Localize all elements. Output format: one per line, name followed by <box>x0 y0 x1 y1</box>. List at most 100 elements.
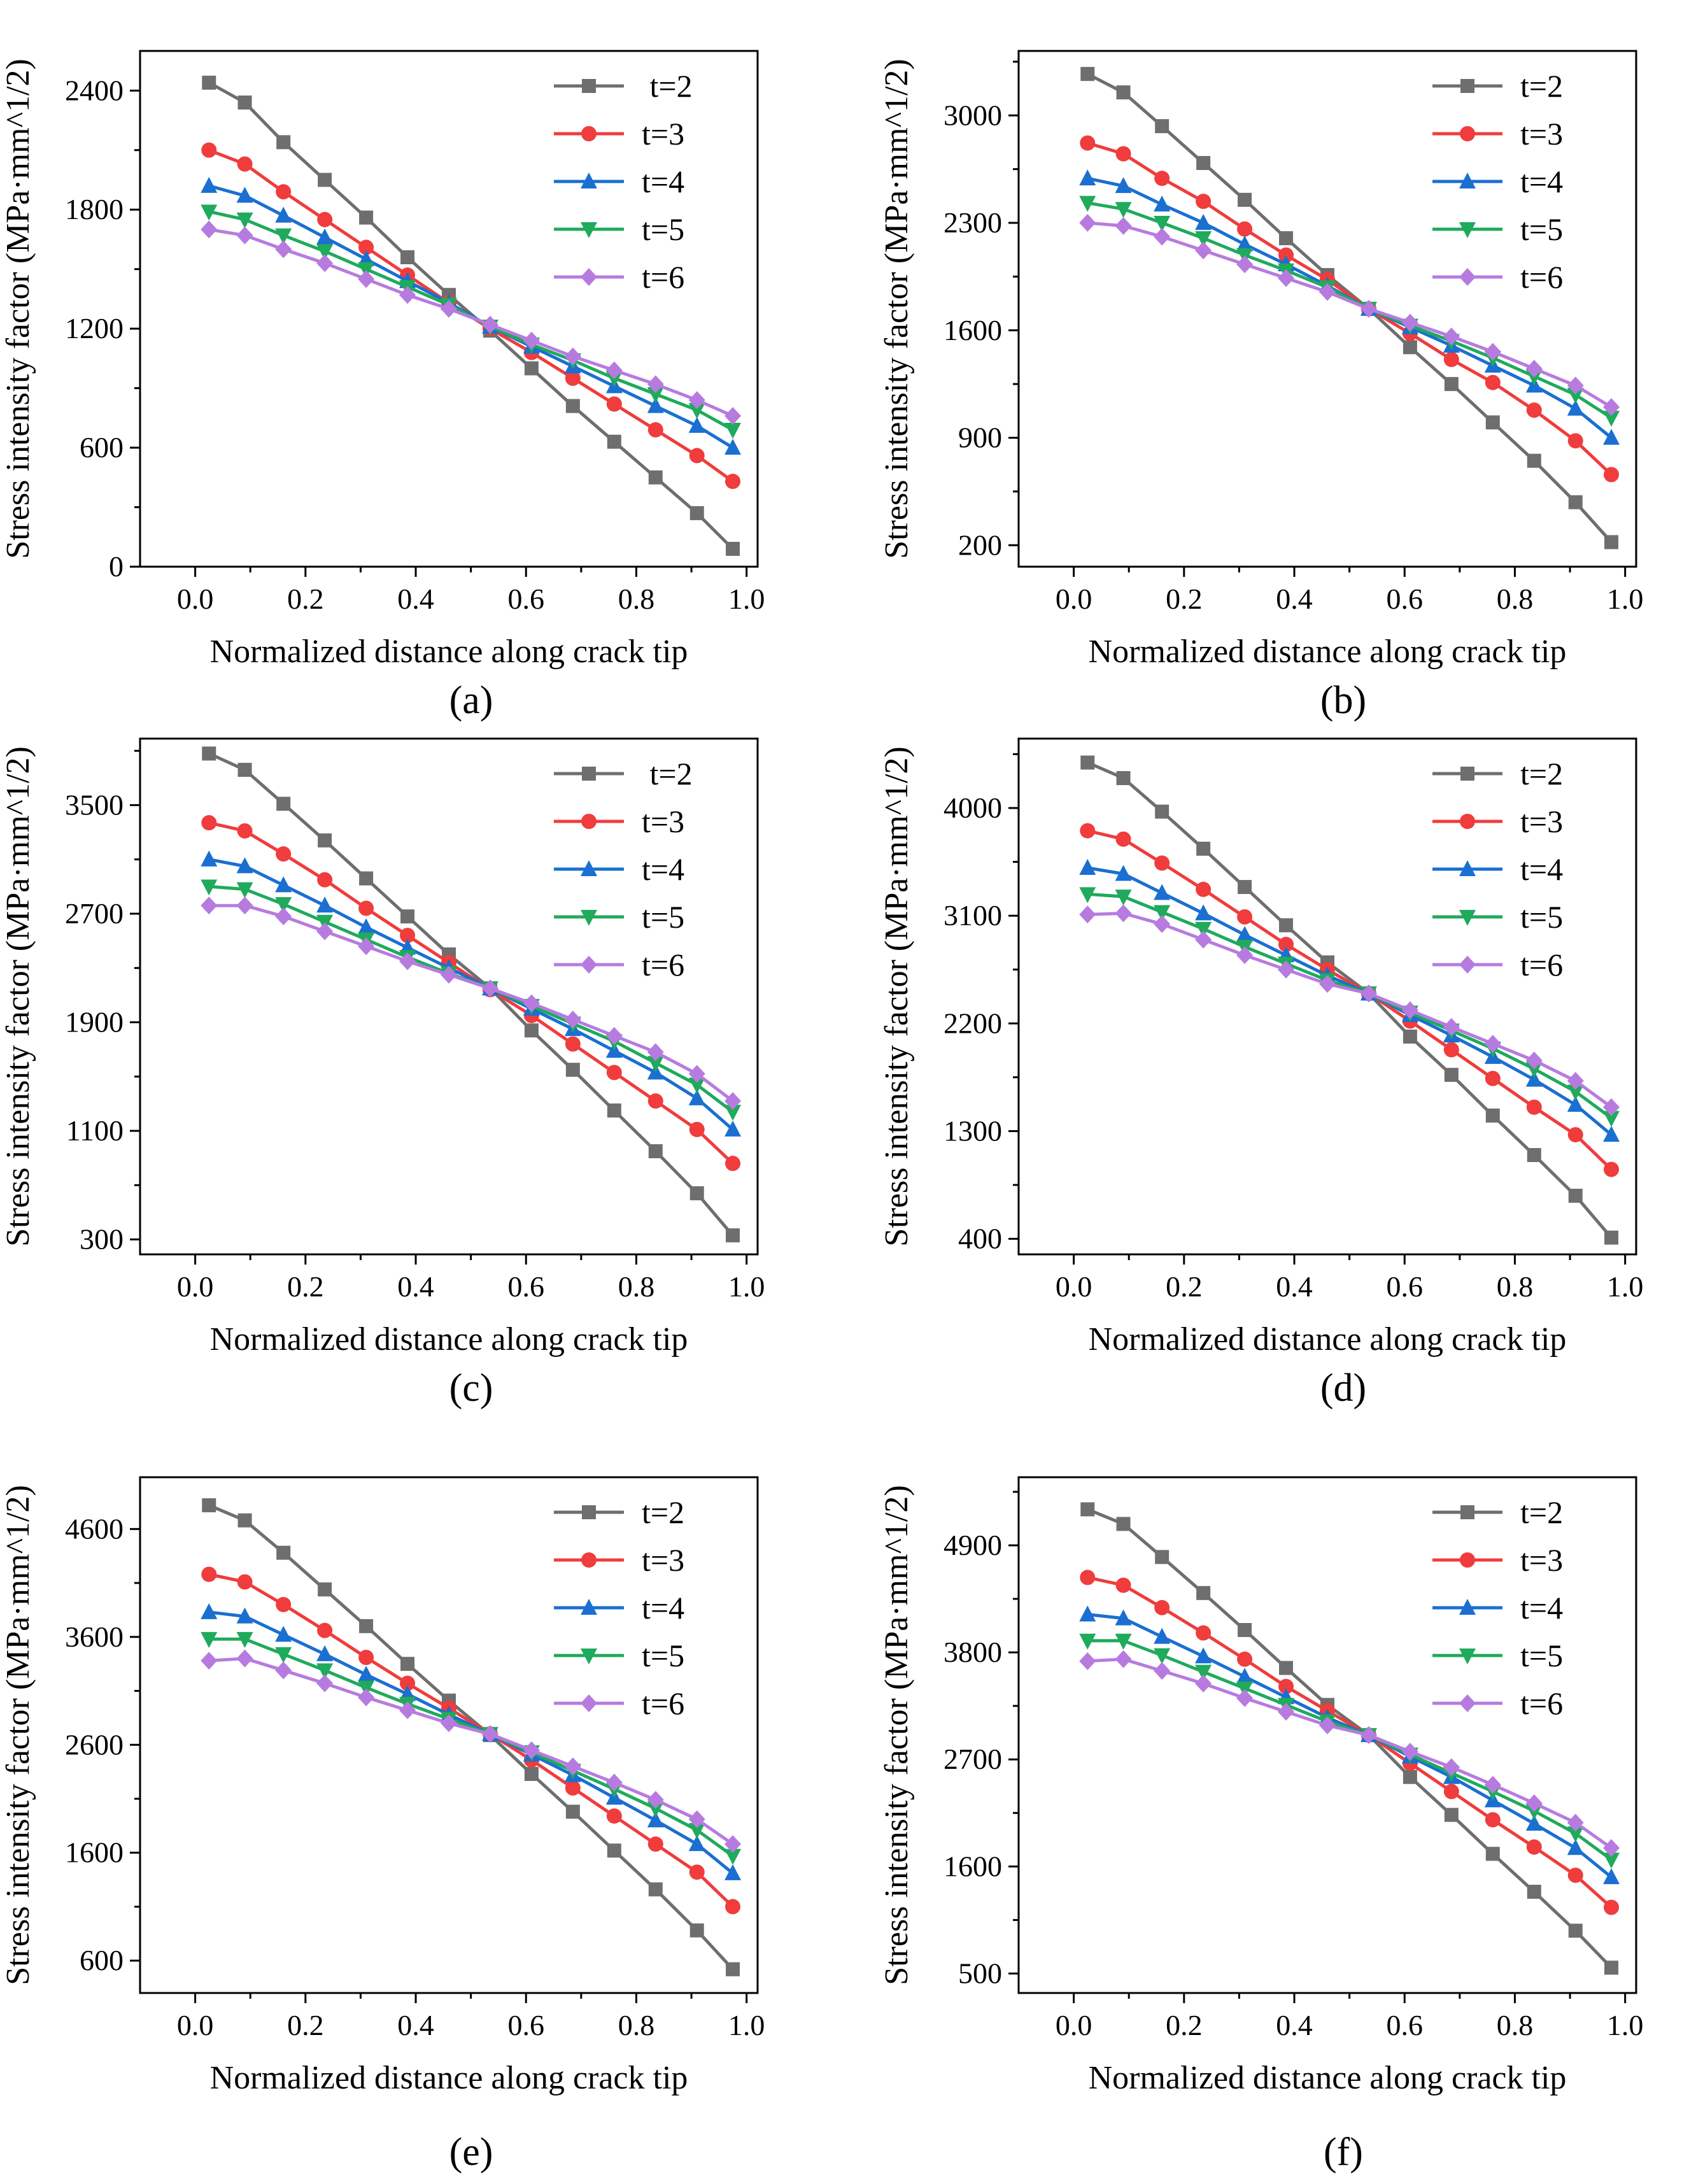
series-t2 <box>1080 67 1619 550</box>
data-point <box>1567 1868 1583 1883</box>
data-point <box>689 1121 705 1137</box>
data-point <box>1154 171 1170 187</box>
x-axis-title: Normalized distance along crack tip <box>1089 634 1567 670</box>
legend-label: t=2 <box>1520 68 1563 104</box>
data-point <box>1568 495 1583 509</box>
data-point <box>607 1103 621 1118</box>
x-tick-label: 0.6 <box>508 583 545 615</box>
data-point <box>1154 1599 1170 1615</box>
data-point <box>1567 399 1584 416</box>
series-t4 <box>201 850 742 1137</box>
data-point <box>724 1864 742 1880</box>
data-point <box>1527 453 1541 468</box>
data-point <box>1401 1001 1418 1019</box>
data-point <box>400 909 415 924</box>
data-point <box>1485 1108 1500 1123</box>
data-point <box>688 1065 705 1083</box>
legend-label: t=4 <box>642 851 684 887</box>
data-point <box>1079 1652 1096 1670</box>
data-point <box>1195 1664 1212 1681</box>
data-point <box>1567 1839 1584 1855</box>
data-point <box>316 1645 334 1661</box>
legend-label: t=5 <box>1520 899 1563 935</box>
series-line <box>1087 829 1613 1171</box>
data-point <box>1154 905 1171 921</box>
data-point <box>1567 1096 1584 1112</box>
data-point <box>725 1156 741 1172</box>
data-point <box>1604 1230 1619 1245</box>
data-point <box>1604 1899 1620 1915</box>
data-point <box>316 228 334 245</box>
x-tick-label: 0.4 <box>397 583 434 615</box>
x-tick-label: 1.0 <box>1607 583 1644 615</box>
data-point <box>1526 402 1542 418</box>
data-point <box>316 1663 334 1680</box>
data-point <box>688 391 705 409</box>
data-point <box>605 361 623 379</box>
data-point <box>237 156 253 172</box>
legend-marker <box>581 814 597 829</box>
data-point <box>237 1513 252 1528</box>
data-point <box>647 1801 664 1818</box>
legend-label: t=6 <box>642 259 684 295</box>
data-point <box>1525 360 1543 378</box>
data-point <box>1604 1161 1620 1177</box>
data-point <box>441 1714 457 1733</box>
x-tick-label: 0.2 <box>1166 1270 1203 1303</box>
chart-panel-d: 0.0 0.2 0.4 0.6 0.8 1.0 400 1300 2200 3100 4000 Nor… <box>879 737 1643 1410</box>
legend-label: t=2 <box>642 1494 684 1530</box>
data-point <box>724 1848 742 1865</box>
data-point <box>1238 880 1252 895</box>
y-tick-label: 1900 <box>65 1006 124 1039</box>
data-point <box>606 1065 622 1081</box>
legend-label: t=4 <box>642 164 684 199</box>
series-line <box>1087 201 1613 420</box>
data-point <box>523 1741 540 1759</box>
data-point <box>1116 771 1131 786</box>
series-t6 <box>201 220 742 425</box>
data-point <box>647 397 664 413</box>
data-point <box>400 1657 415 1671</box>
legend-marker <box>581 956 597 974</box>
data-point <box>1604 535 1619 550</box>
data-point <box>1603 1868 1620 1885</box>
data-point <box>1155 119 1170 134</box>
data-point <box>1603 1110 1620 1127</box>
data-point <box>1236 1689 1254 1707</box>
data-point <box>524 361 539 376</box>
x-axis-title: Normalized distance along crack tip <box>210 634 688 670</box>
data-point <box>358 918 375 935</box>
data-point <box>236 1649 253 1668</box>
data-point <box>1567 1813 1584 1832</box>
data-point <box>1154 1662 1171 1680</box>
data-point <box>1115 904 1132 923</box>
legend: t=2 t=3 t=4 t=5 t=6 <box>554 756 693 982</box>
data-point <box>202 75 216 90</box>
series-line <box>1087 866 1613 1137</box>
y-tick-label: 2700 <box>943 1743 1002 1775</box>
legend-label: t=2 <box>1520 1494 1563 1530</box>
data-point <box>1115 202 1132 218</box>
data-point <box>724 439 742 455</box>
legend-marker <box>581 860 597 876</box>
data-point <box>689 448 705 464</box>
data-point <box>648 1144 663 1158</box>
data-point <box>275 206 292 223</box>
series-line <box>1087 892 1613 1119</box>
data-point <box>1485 1847 1500 1861</box>
data-point <box>1444 1808 1459 1822</box>
data-point <box>1237 221 1253 237</box>
plot-frame <box>1017 50 1637 568</box>
data-point <box>524 1767 539 1782</box>
data-point <box>1154 195 1171 212</box>
data-point <box>1195 921 1212 938</box>
data-point <box>725 1899 741 1915</box>
data-point <box>1079 858 1096 875</box>
legend: t=2 t=3 t=4 t=5 t=6 <box>1432 68 1563 295</box>
data-point <box>689 1923 704 1938</box>
data-point <box>481 979 498 998</box>
y-tick-label: 1100 <box>66 1114 124 1147</box>
data-point <box>607 1843 621 1858</box>
x-tick-label: 1.0 <box>728 583 765 615</box>
data-point <box>1567 433 1583 449</box>
